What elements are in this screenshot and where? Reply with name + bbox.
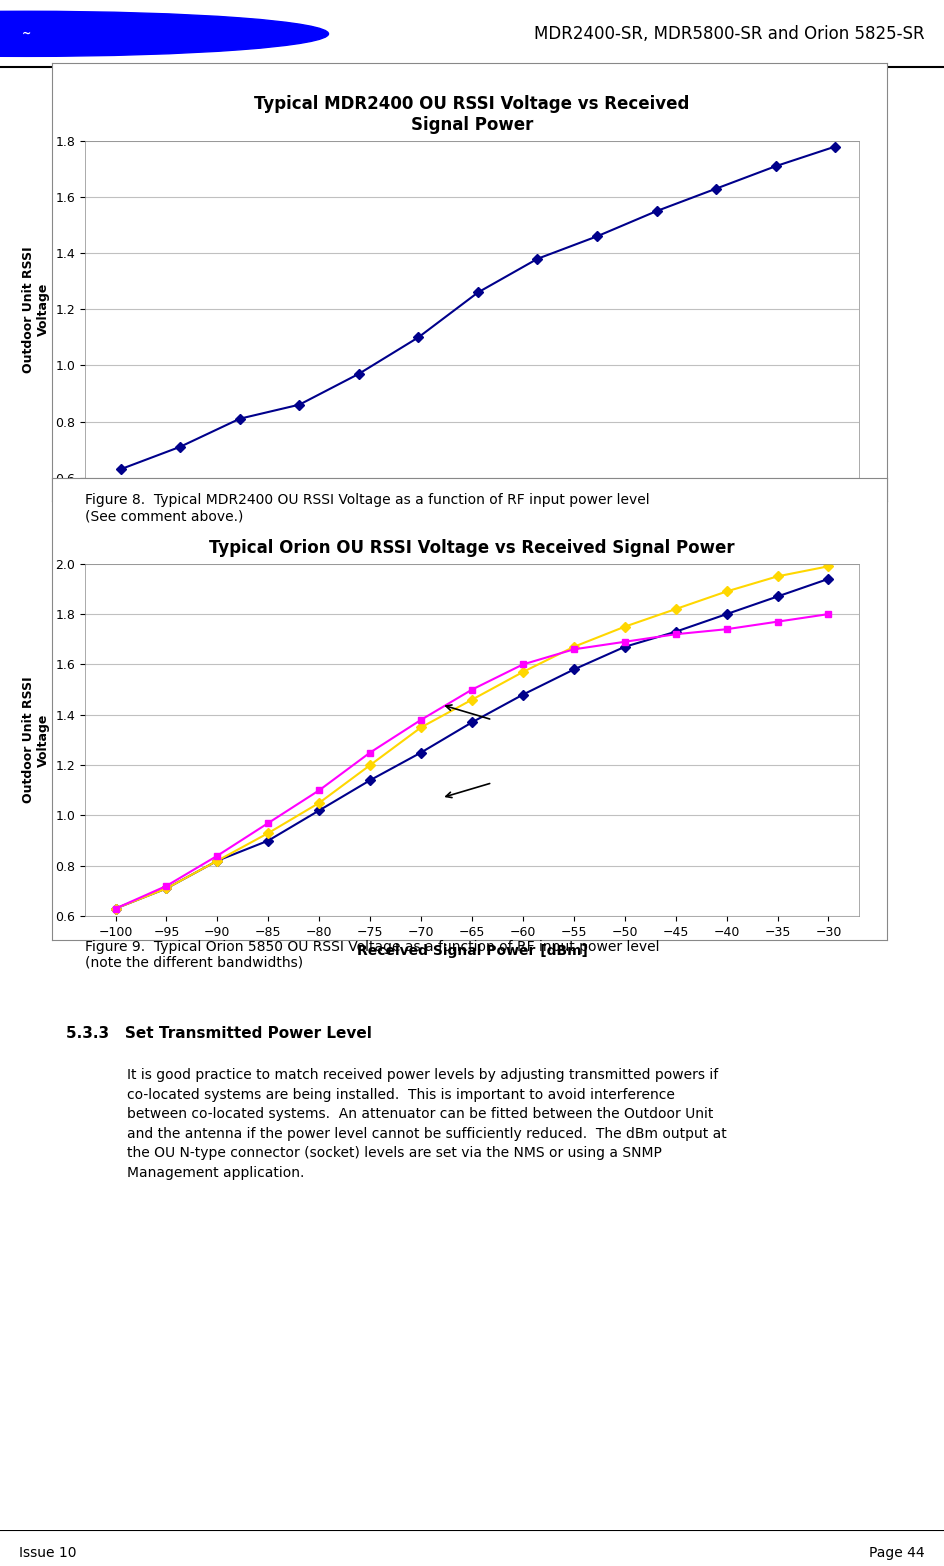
Text: ~: ~ <box>22 28 31 39</box>
Title: Typical Orion OU RSSI Voltage vs Received Signal Power: Typical Orion OU RSSI Voltage vs Receive… <box>210 539 734 556</box>
Text: Figure 8.  Typical MDR2400 OU RSSI Voltage as a function of RF input power level: Figure 8. Typical MDR2400 OU RSSI Voltag… <box>85 493 649 523</box>
Text: Page 44: Page 44 <box>869 1546 925 1560</box>
Title: Typical MDR2400 OU RSSI Voltage vs Received
Signal Power: Typical MDR2400 OU RSSI Voltage vs Recei… <box>254 96 690 133</box>
X-axis label: Received Signal Power [dBm]: Received Signal Power [dBm] <box>357 506 587 520</box>
Text: Figure 9.  Typical Orion 5850 OU RSSI Voltage as a function of RF input power le: Figure 9. Typical Orion 5850 OU RSSI Vol… <box>85 940 660 969</box>
Circle shape <box>0 11 329 56</box>
Y-axis label: Outdoor Unit RSSI
Voltage: Outdoor Unit RSSI Voltage <box>22 246 50 373</box>
Text: MDR2400-SR, MDR5800-SR and Orion 5825-SR: MDR2400-SR, MDR5800-SR and Orion 5825-SR <box>534 25 925 42</box>
Text: PLESSEY: PLESSEY <box>61 23 162 44</box>
X-axis label: Received Signal Power [dBm]: Received Signal Power [dBm] <box>357 944 587 958</box>
Text: 5.3.3   Set Transmitted Power Level: 5.3.3 Set Transmitted Power Level <box>66 1026 372 1041</box>
Text: Issue 10: Issue 10 <box>19 1546 76 1560</box>
Text: It is good practice to match received power levels by adjusting transmitted powe: It is good practice to match received po… <box>127 1068 727 1179</box>
Y-axis label: Outdoor Unit RSSI
Voltage: Outdoor Unit RSSI Voltage <box>22 677 50 803</box>
